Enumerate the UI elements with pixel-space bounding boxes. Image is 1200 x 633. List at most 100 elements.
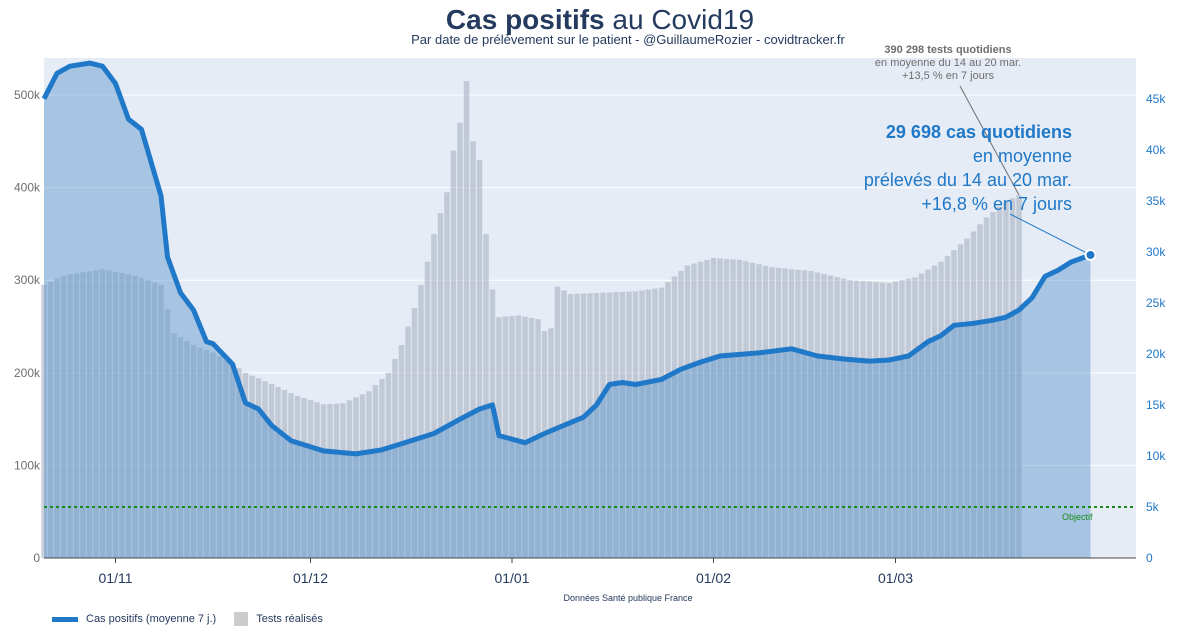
- test-bar: [782, 268, 788, 558]
- test-bar: [255, 378, 262, 558]
- test-bar: [80, 272, 86, 558]
- right-tick-label: 0: [1146, 551, 1153, 565]
- test-bar: [749, 262, 756, 558]
- test-bar: [236, 368, 242, 558]
- test-bar: [73, 273, 80, 558]
- source-note: Données Santé publique France: [563, 593, 693, 603]
- test-bar: [106, 270, 112, 558]
- test-bar: [223, 359, 229, 558]
- test-bar: [717, 258, 723, 558]
- test-bar: [899, 280, 905, 558]
- tests-annotation-line2: en moyenne du 14 au 20 mar.: [874, 57, 1022, 69]
- left-tick-label: 100k: [14, 458, 41, 472]
- right-tick-label: 5k: [1146, 500, 1160, 514]
- test-bar: [418, 284, 424, 558]
- test-bar: [632, 291, 639, 558]
- right-tick-label: 10k: [1146, 449, 1166, 463]
- test-bar: [652, 288, 658, 558]
- test-bar: [567, 294, 574, 558]
- test-bar: [671, 276, 678, 558]
- test-bar: [645, 289, 652, 558]
- test-bar: [93, 270, 99, 558]
- test-bar: [879, 282, 886, 558]
- test-bar: [483, 233, 489, 559]
- test-bar: [801, 270, 808, 558]
- test-bar: [203, 349, 210, 558]
- test-bar: [54, 278, 60, 558]
- chart-title: Cas positifs au Covid19: [0, 4, 1200, 36]
- test-bar: [151, 282, 158, 558]
- test-bar: [392, 358, 398, 558]
- test-bar: [346, 400, 353, 558]
- test-bar: [112, 271, 119, 558]
- test-bar: [41, 284, 47, 558]
- left-tick-label: 500k: [14, 88, 41, 102]
- test-bar: [242, 372, 249, 558]
- right-axis-ticks: 0 5k 10k 15k 20k 25k 30k 35k 40k 45k: [1146, 92, 1166, 565]
- test-bar: [723, 258, 730, 558]
- test-bar: [249, 375, 255, 558]
- test-bar: [665, 282, 671, 558]
- x-tick-label: 01/02: [696, 570, 731, 586]
- test-bar: [398, 345, 405, 558]
- objectif-label: Objectif: [1062, 512, 1093, 522]
- legend-tests-swatch[interactable]: [234, 612, 249, 626]
- legend-tests-label[interactable]: Tests réalisés: [256, 613, 323, 625]
- test-bar: [873, 282, 879, 558]
- test-bar: [626, 291, 632, 558]
- test-bar: [489, 289, 496, 558]
- legend[interactable]: Cas positifs (moyenne 7 j.) Tests réalis…: [52, 612, 323, 626]
- test-bar: [164, 308, 171, 558]
- test-bar: [366, 391, 372, 558]
- cases-annotation-leader: [1009, 213, 1091, 256]
- test-bar: [132, 275, 138, 558]
- right-tick-label: 35k: [1146, 194, 1166, 208]
- title-rest: au Covid19: [604, 4, 755, 35]
- test-bar: [840, 278, 847, 558]
- test-bar: [951, 250, 957, 558]
- right-tick-label: 20k: [1146, 347, 1166, 361]
- test-bar: [184, 341, 190, 558]
- x-axis-ticks: 01/11 01/12 01/01 01/02 01/03: [99, 558, 913, 586]
- test-bar: [821, 274, 827, 558]
- test-bar: [866, 281, 873, 558]
- test-bar: [177, 337, 184, 558]
- test-bar: [600, 292, 606, 558]
- test-bar: [795, 269, 801, 558]
- test-bar: [756, 264, 762, 558]
- legend-cases-label[interactable]: Cas positifs (moyenne 7 j.): [86, 613, 217, 625]
- test-bar: [613, 292, 619, 558]
- test-bar: [522, 316, 528, 558]
- test-bar: [593, 293, 600, 558]
- test-bar: [463, 81, 470, 559]
- x-tick-label: 01/12: [293, 570, 328, 586]
- test-bar: [957, 244, 964, 558]
- test-bar: [860, 281, 866, 558]
- test-bar: [314, 402, 320, 558]
- test-bar: [262, 381, 268, 558]
- test-bar: [996, 206, 1003, 558]
- test-bar: [197, 347, 203, 558]
- test-bar: [372, 385, 379, 558]
- case-end-marker: [1084, 248, 1097, 261]
- test-bar: [275, 386, 281, 558]
- test-bar: [710, 258, 717, 558]
- test-bar: [574, 293, 580, 558]
- cases-annotation-line3: prélevés du 14 au 20 mar.: [863, 170, 1072, 190]
- test-bar: [925, 269, 931, 558]
- test-bar: [892, 281, 899, 558]
- legend-cases-swatch[interactable]: [52, 616, 78, 622]
- test-bar: [944, 255, 951, 558]
- test-bar: [320, 404, 327, 558]
- test-bar: [470, 141, 476, 559]
- test-bar: [847, 280, 853, 558]
- chart-subtitle: Par date de prélèvement sur le patient -…: [411, 32, 845, 47]
- test-bar: [294, 395, 301, 558]
- test-bar: [1016, 195, 1022, 558]
- test-bar: [554, 286, 561, 558]
- test-bar: [353, 397, 359, 558]
- case-area: [44, 63, 1091, 558]
- test-bar: [268, 383, 275, 558]
- test-bar: [684, 265, 691, 558]
